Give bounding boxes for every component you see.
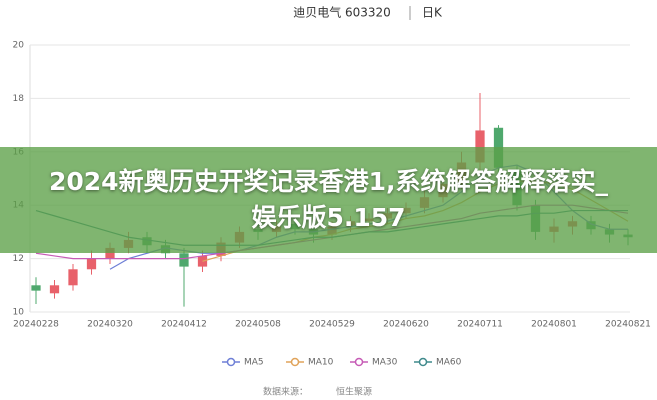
x-tick-label: 20240801 (531, 320, 577, 330)
legend-label: MA5 (244, 358, 264, 368)
legend-marker (290, 357, 300, 367)
y-tick-label: 18 (13, 94, 25, 104)
candle-body (475, 130, 485, 163)
x-tick-label: 20240228 (13, 320, 59, 330)
x-tick-label: 20240508 (235, 320, 281, 330)
legend-label: MA10 (308, 358, 334, 368)
y-tick-label: 12 (13, 254, 24, 264)
candle-body (86, 258, 97, 270)
x-tick-label: 20240320 (87, 320, 133, 330)
legend-marker (226, 357, 236, 367)
source-label: 数据来源： (263, 386, 308, 398)
source: 恒生聚源 (336, 386, 372, 398)
legend-label: MA30 (372, 358, 398, 368)
legend-label: MA60 (436, 358, 462, 368)
candle-body (49, 285, 60, 294)
legend-marker (418, 357, 428, 367)
candle-body (68, 269, 78, 286)
chart-title: 迪贝电气 603320 (293, 5, 391, 20)
candle-body (179, 253, 189, 267)
candle-body (31, 285, 41, 291)
x-tick-label: 20240620 (383, 320, 429, 330)
period: 日K (422, 6, 443, 20)
y-tick-label: 10 (13, 308, 25, 318)
legend-marker (354, 357, 364, 367)
x-tick-label: 20240529 (309, 320, 355, 330)
x-tick-label: 20240821 (605, 320, 651, 330)
y-tick-label: 20 (13, 41, 25, 51)
candle-body (105, 247, 115, 259)
banner: 2024新奥历史开奖记录香港1,系统解答解释落实_娱乐版5.157 (0, 147, 657, 253)
x-tick-label: 20240412 (161, 320, 207, 330)
x-tick-label: 20240711 (457, 320, 503, 330)
